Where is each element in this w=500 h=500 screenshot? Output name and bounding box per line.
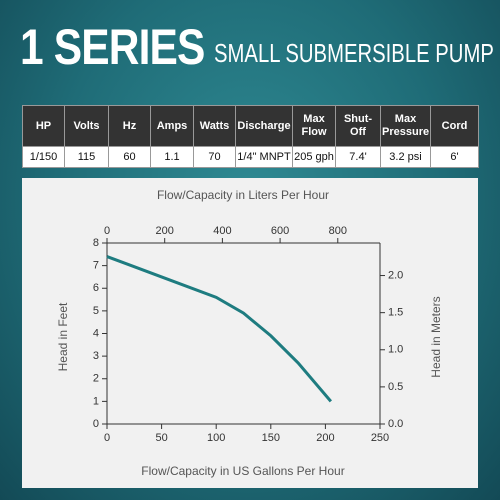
x-tick-label: 50	[155, 432, 167, 444]
spec-table: HP Volts Hz Amps Watts Discharge Max Flow Shut-…	[22, 105, 479, 168]
y-tick-label: 4	[93, 327, 99, 339]
table-row: 1/150 115 60 1.1 70 1/4" MNPT 205 gph 7.4' 3.2 p…	[22, 146, 479, 168]
y-tick-label: 5	[93, 305, 99, 317]
y-tick-label: 3	[93, 350, 99, 362]
column-header: Shut-Off	[335, 105, 381, 147]
column-header: Amps	[150, 105, 194, 147]
table-cell: 6'	[430, 146, 479, 168]
x2-axis-title: Flow/Capacity in Liters Per Hour	[157, 188, 329, 202]
y-tick-label: 8	[93, 237, 99, 249]
y2-tick-label: 0.5	[388, 381, 403, 393]
x-tick-label: 0	[104, 432, 110, 444]
column-header: Watts	[193, 105, 236, 147]
x2-tick-label: 400	[213, 225, 231, 237]
table-body: 1/150 115 60 1.1 70 1/4" MNPT 205 gph 7.4' 3.2 p…	[22, 146, 479, 168]
chart-panel	[22, 178, 478, 488]
y2-tick-label: 2.0	[388, 269, 403, 281]
header-row: HP Volts Hz Amps Watts Discharge Max Flow Shut-…	[22, 105, 479, 147]
table-cell: 7.4'	[335, 146, 381, 168]
column-header: Max Flow	[292, 105, 336, 147]
y2-tick-label: 1.0	[388, 344, 403, 356]
table-cell: 60	[108, 146, 151, 168]
y-axis-title: Head in Feet	[56, 302, 70, 371]
x-tick-label: 200	[316, 432, 334, 444]
y2-tick-label: 0.0	[388, 418, 403, 430]
x-axis-title: Flow/Capacity in US Gallons Per Hour	[141, 464, 344, 478]
axes	[106, 242, 381, 425]
y-tick-label: 2	[93, 373, 99, 385]
title: 1 SERIES	[20, 19, 205, 75]
table-cell: 1/4" MNPT	[235, 146, 293, 168]
column-header: Cord	[430, 105, 479, 147]
y-tick-label: 1	[93, 395, 99, 407]
x2-tick-label: 200	[156, 225, 174, 237]
x2-tick-label: 600	[271, 225, 289, 237]
y2-tick-label: 1.5	[388, 307, 403, 319]
x2-tick-label: 800	[329, 225, 347, 237]
y-tick-label: 6	[93, 282, 99, 294]
x2-tick-label: 0	[104, 225, 110, 237]
y-tick-label: 0	[93, 418, 99, 430]
y2-axis-title: Head in Meters	[429, 296, 443, 377]
column-header: Discharge	[235, 105, 293, 147]
column-header: Max Pressure	[380, 105, 431, 147]
line-series	[106, 255, 333, 403]
y-tick-label: 7	[93, 260, 99, 272]
subtitle: SMALL SUBMERSIBLE PUMP	[214, 38, 494, 68]
x-tick-label: 250	[371, 432, 389, 444]
x-tick-label: 100	[207, 432, 225, 444]
x-tick-label: 150	[262, 432, 280, 444]
table-cell: 115	[64, 146, 109, 168]
